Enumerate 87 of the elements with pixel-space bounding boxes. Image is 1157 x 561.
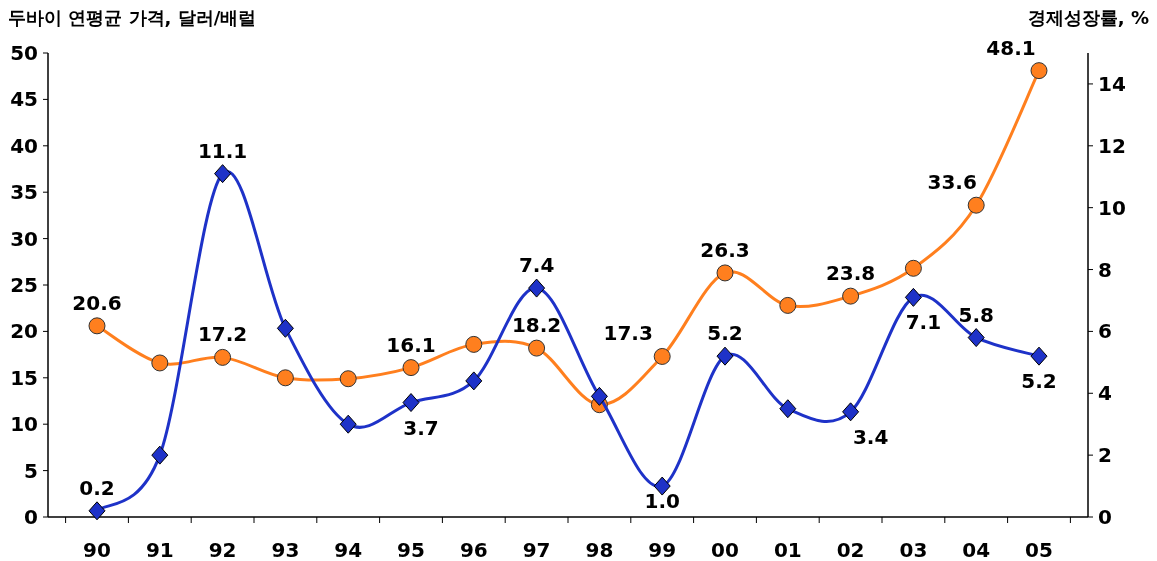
point	[653, 476, 671, 496]
y2-axis-title: 경제성장률, %	[1027, 7, 1149, 28]
y-tick-label: 45	[10, 87, 38, 112]
data-label: 5.2	[707, 321, 743, 346]
point	[528, 339, 546, 357]
point	[653, 347, 671, 365]
data-label: 48.1	[986, 35, 1036, 60]
x-tick-label: 90	[83, 538, 111, 561]
x-tick-label: 98	[585, 538, 614, 561]
point	[1030, 346, 1048, 366]
y-tick-label: 50	[10, 41, 38, 65]
y2-tick-label: 14	[1098, 71, 1126, 96]
x-tick-label: 05	[1025, 538, 1053, 561]
x-tick-label: 00	[711, 538, 739, 561]
data-label: 16.1	[386, 332, 436, 357]
point	[967, 196, 985, 214]
data-label: 1.0	[644, 489, 680, 514]
x-tick-label: 96	[459, 538, 488, 561]
data-label: 17.3	[603, 321, 653, 346]
y-tick-label: 10	[10, 412, 38, 437]
x-tick-label: 91	[145, 538, 174, 561]
point	[339, 370, 357, 388]
y2-tick-label: 4	[1098, 381, 1112, 406]
data-label: 0.2	[79, 475, 115, 500]
y2-tick-label: 12	[1098, 133, 1126, 158]
y-tick-label: 35	[10, 180, 38, 205]
x-tick-label: 92	[208, 538, 237, 561]
point	[528, 278, 546, 298]
point	[842, 402, 860, 422]
point	[151, 445, 169, 465]
data-label: 18.2	[511, 313, 562, 338]
point	[214, 348, 232, 366]
point	[402, 359, 420, 377]
data-label: 11.1	[197, 138, 248, 163]
point	[402, 393, 420, 413]
y2-tick-label: 10	[1098, 195, 1126, 220]
y-tick-label: 0	[24, 505, 38, 529]
point	[214, 164, 232, 184]
data-label: 23.8	[825, 261, 876, 286]
y-tick-label: 5	[24, 458, 38, 483]
y2-tick-label: 6	[1098, 319, 1112, 344]
point	[904, 259, 922, 277]
data-label: 17.2	[197, 322, 248, 347]
point	[1030, 62, 1048, 80]
point	[904, 287, 922, 307]
x-tick-label: 93	[271, 538, 300, 561]
point	[779, 296, 797, 314]
x-tick-label: 99	[648, 538, 677, 561]
x-tick-label: 02	[836, 538, 865, 561]
point	[276, 318, 294, 338]
point	[465, 335, 483, 353]
data-label: 26.3	[700, 237, 750, 262]
point	[716, 346, 734, 366]
x-tick-label: 97	[522, 538, 551, 561]
point	[276, 369, 294, 387]
point	[967, 328, 985, 348]
data-label: 20.6	[72, 290, 122, 315]
y-tick-label: 20	[10, 319, 38, 344]
data-label: 33.6	[927, 170, 977, 195]
y-tick-label: 15	[10, 365, 38, 390]
x-tick-label: 01	[773, 538, 802, 561]
y-axis-title: 두바이 연평균 가격, 달러/배럴	[8, 7, 257, 28]
point	[842, 287, 860, 305]
y2-tick-label: 2	[1098, 443, 1112, 468]
data-label: 3.4	[852, 424, 889, 449]
point	[716, 264, 734, 282]
x-tick-label: 04	[962, 538, 991, 561]
x-tick-label: 94	[334, 538, 363, 561]
point	[339, 414, 357, 434]
y-tick-label: 30	[10, 226, 38, 251]
y2-tick-label: 0	[1098, 505, 1112, 529]
y2-tick-label: 8	[1098, 257, 1112, 282]
data-label: 5.8	[958, 302, 994, 327]
y-tick-label: 40	[10, 133, 38, 158]
data-label: 7.4	[518, 253, 555, 278]
point	[590, 386, 608, 406]
y-tick-label: 25	[10, 273, 38, 297]
point	[779, 399, 797, 419]
point	[88, 501, 106, 521]
data-label: 5.2	[1021, 369, 1057, 394]
data-label: 3.7	[403, 415, 439, 440]
point	[151, 354, 169, 372]
x-tick-label: 95	[397, 538, 425, 561]
point	[88, 317, 106, 335]
data-label: 7.1	[905, 310, 942, 335]
x-tick-label: 03	[899, 538, 928, 561]
point	[465, 371, 483, 391]
